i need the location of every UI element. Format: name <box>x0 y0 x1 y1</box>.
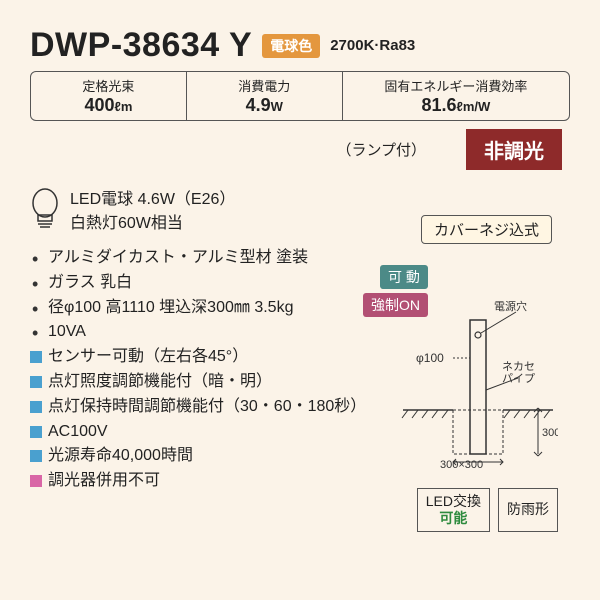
color-spec: 2700K·Ra83 <box>330 37 415 54</box>
led-replace-l1: LED交換 <box>426 493 481 510</box>
mounting-diagram: 電源穴 φ100 ネカセ パイプ 300 300×300 <box>398 300 558 470</box>
led-replace-badge: LED交換 可能 <box>417 488 490 532</box>
spec-efficiency: 固有エネルギー消費効率 81.6ℓm/W <box>343 72 569 120</box>
spec-flux: 定格光束 400ℓm <box>31 72 187 120</box>
diagram-phi-label: φ100 <box>416 351 444 365</box>
eff-label: 固有エネルギー消費効率 <box>349 76 563 95</box>
cover-type-badge: カバーネジ込式 <box>421 215 552 244</box>
bulb-line2: 白熱灯60W相当 <box>70 212 235 236</box>
diagram-power-hole-label: 電源穴 <box>494 300 527 313</box>
bulb-line1: LED電球 4.6W（E26） <box>70 188 235 212</box>
non-dimming-badge: 非調光 <box>466 129 562 170</box>
spec-power: 消費電力 4.9W <box>187 72 343 120</box>
flux-unit: ℓm <box>114 99 132 114</box>
rainproof-badge: 防雨形 <box>498 488 558 532</box>
color-temp-badge: 電球色 <box>262 34 320 58</box>
detail-item: アルミダイカスト・アルミ型材 塗装 <box>30 246 570 271</box>
svg-text:ネカセ: ネカセ <box>502 360 535 373</box>
lamp-included-note: （ランプ付） <box>336 139 426 160</box>
flux-value: 400 <box>84 95 114 115</box>
model-number: DWP-38634 Y <box>30 26 252 65</box>
power-value: 4.9 <box>246 95 271 115</box>
spec-table: 定格光束 400ℓm 消費電力 4.9W 固有エネルギー消費効率 81.6ℓm/… <box>30 71 570 121</box>
diagram-base-dims: 300×300 <box>440 459 483 470</box>
power-unit: W <box>271 99 283 114</box>
detail-item: ガラス 乳白 <box>30 271 570 296</box>
diagram-depth: 300 <box>542 427 558 439</box>
led-replace-l2: 可能 <box>426 510 481 527</box>
svg-text:パイプ: パイプ <box>502 372 535 385</box>
eff-value: 81.6 <box>421 95 456 115</box>
flux-label: 定格光束 <box>37 76 180 95</box>
eff-unit: ℓm/W <box>456 99 490 114</box>
power-label: 消費電力 <box>193 76 336 95</box>
bulb-icon <box>30 188 60 232</box>
